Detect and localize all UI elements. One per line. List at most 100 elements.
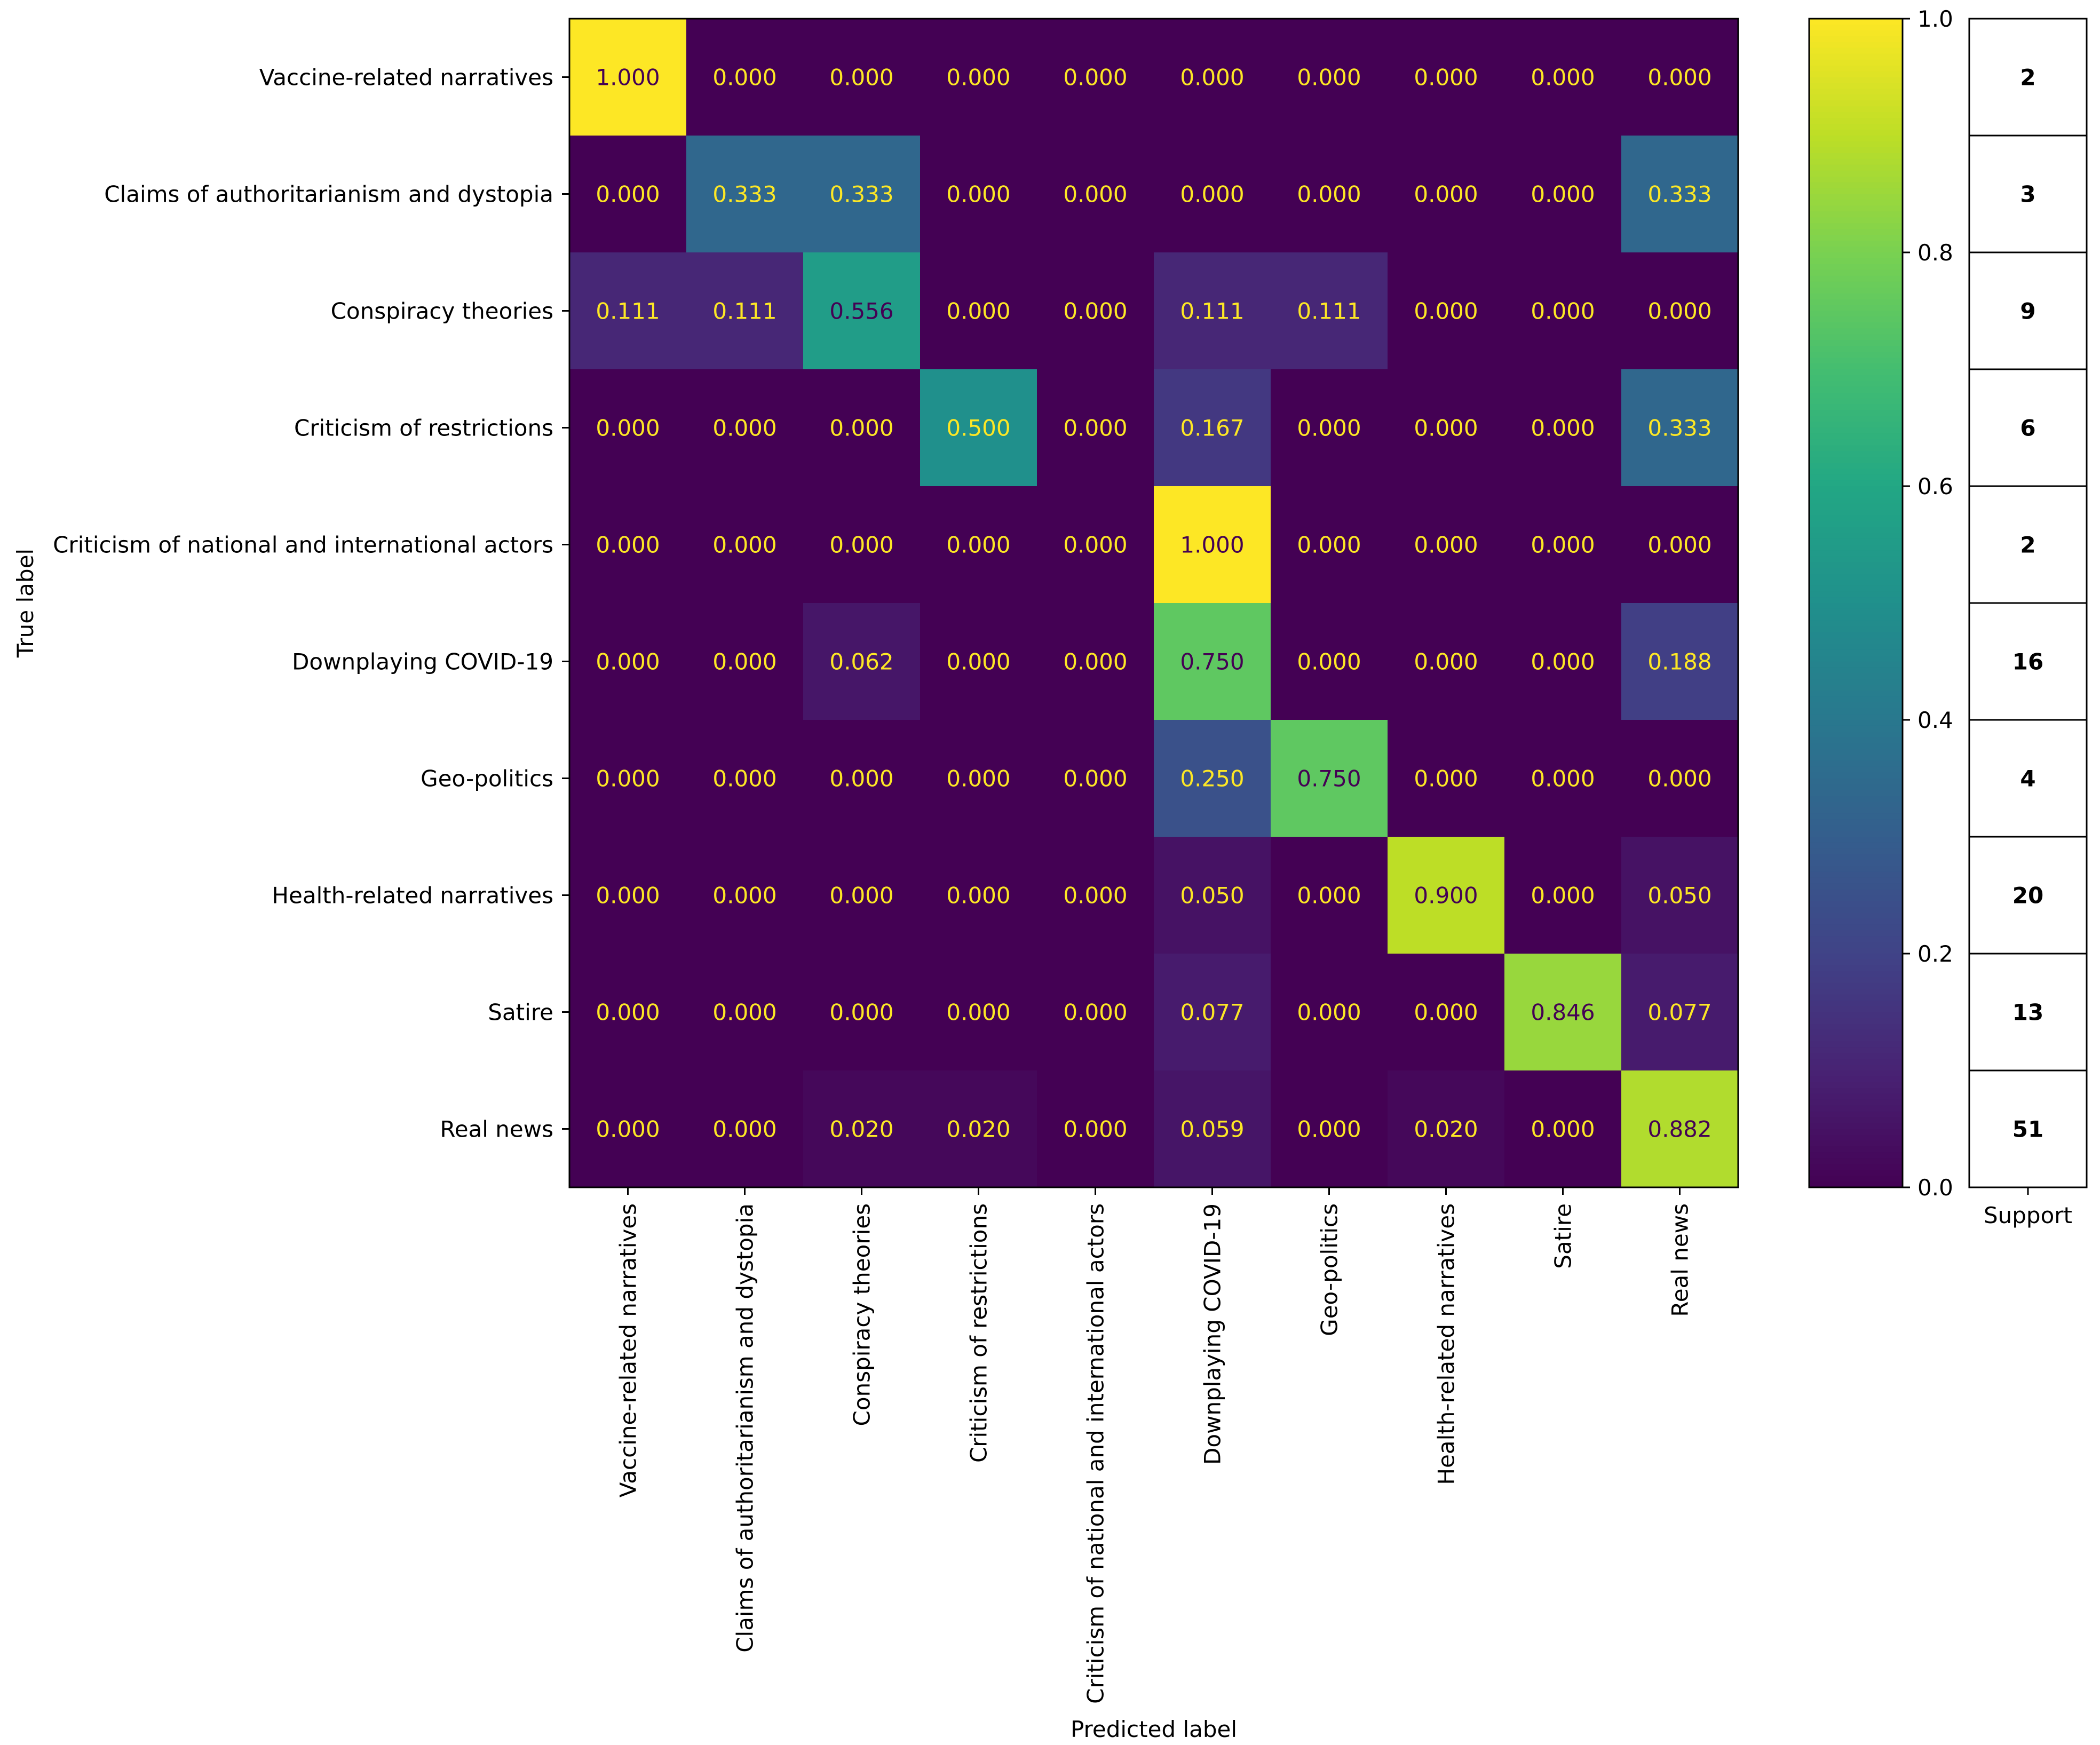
colorbar-segment — [1809, 580, 1903, 586]
colorbar-segment — [1809, 918, 1903, 925]
colorbar-segment — [1809, 936, 1903, 942]
colorbar-segment — [1809, 77, 1903, 84]
colorbar-segment — [1809, 860, 1903, 867]
colorbar-segment — [1809, 136, 1903, 142]
colorbar-segment — [1809, 954, 1903, 960]
cell-value-label: 0.000 — [946, 298, 1010, 324]
y-tick-label: Downplaying COVID-19 — [292, 649, 553, 675]
colorbar-segment — [1809, 510, 1903, 516]
colorbar-segment — [1809, 223, 1903, 229]
cell-value-label: 0.000 — [712, 65, 776, 91]
cell-value-label: 0.167 — [1180, 415, 1244, 441]
colorbar-segment — [1809, 369, 1903, 376]
colorbar-segment — [1809, 533, 1903, 540]
colorbar-segment — [1809, 1112, 1903, 1118]
x-tick-label: Criticism of national and international … — [1083, 1203, 1109, 1704]
confusion-matrix-chart: 1.000 0.000 0.000 0.000 0.000 0.000 0.000 0.000… — [0, 0, 2100, 1745]
cell-value-label: 0.050 — [1647, 883, 1711, 909]
colorbar-segment — [1809, 650, 1903, 656]
colorbar-segment — [1809, 732, 1903, 738]
cell-value-label: 0.750 — [1180, 649, 1244, 675]
colorbar-segment — [1809, 147, 1903, 154]
colorbar-segment — [1809, 515, 1903, 522]
cell-value-label: 0.059 — [1180, 1116, 1244, 1143]
cell-value-label: 0.000 — [1414, 766, 1478, 792]
cell-value-label: 0.000 — [712, 883, 776, 909]
y-tick-label: Real news — [440, 1116, 553, 1143]
colorbar-segment — [1809, 1140, 1903, 1147]
cell-value-label: 0.188 — [1647, 649, 1711, 675]
colorbar-segment — [1809, 252, 1903, 259]
cell-value-label: 0.000 — [1414, 65, 1478, 91]
y-tick-label: Vaccine-related narratives — [259, 65, 553, 91]
colorbar-segment — [1809, 924, 1903, 931]
colorbar-segment — [1809, 1012, 1903, 1019]
cell-value-label: 0.846 — [1531, 1000, 1595, 1026]
colorbar-tick-label: 1.0 — [1917, 6, 1953, 32]
cell-value-label: 0.000 — [712, 1116, 776, 1143]
colorbar-segment — [1809, 211, 1903, 218]
colorbar-segment — [1809, 112, 1903, 118]
colorbar-segment — [1809, 30, 1903, 37]
cell-value-label: 0.000 — [596, 532, 660, 558]
colorbar-segment — [1809, 790, 1903, 796]
colorbar-tick-label: 0.2 — [1917, 941, 1953, 967]
cell-value-label: 0.000 — [1297, 65, 1361, 91]
cell-value-label: 0.111 — [596, 298, 660, 324]
colorbar-segment — [1809, 1094, 1903, 1100]
cell-value-label: 1.000 — [1180, 532, 1244, 558]
colorbar-segment — [1809, 480, 1903, 487]
colorbar-segment — [1809, 305, 1903, 312]
colorbar-segment — [1809, 866, 1903, 872]
cell-value-label: 0.000 — [596, 766, 660, 792]
colorbar-segment — [1809, 930, 1903, 937]
x-tick-label: Claims of authoritarianism and dystopia — [732, 1203, 758, 1653]
cell-value-label: 0.750 — [1297, 766, 1361, 792]
colorbar-segment — [1809, 1158, 1903, 1164]
cell-value-label: 0.000 — [1531, 1116, 1595, 1143]
colorbar-segment — [1809, 1152, 1903, 1159]
colorbar-segment — [1809, 264, 1903, 271]
colorbar-segment — [1809, 66, 1903, 72]
colorbar-segment — [1809, 1082, 1903, 1089]
colorbar-segment — [1809, 1070, 1903, 1077]
cell-value-label: 0.000 — [712, 532, 776, 558]
cell-value-label: 0.000 — [712, 1000, 776, 1026]
colorbar-segment — [1809, 194, 1903, 201]
colorbar-segment — [1809, 352, 1903, 358]
cell-value-label: 0.000 — [829, 532, 893, 558]
colorbar-segment — [1809, 42, 1903, 49]
support-value: 13 — [2012, 1000, 2043, 1026]
colorbar-segment — [1809, 1117, 1903, 1124]
cell-value-label: 0.000 — [829, 1000, 893, 1026]
y-tick-label: Conspiracy theories — [331, 298, 553, 324]
cell-value-label: 0.000 — [1647, 766, 1711, 792]
cell-value-label: 0.111 — [1297, 298, 1361, 324]
colorbar-segment — [1809, 258, 1903, 265]
cell-value-label: 0.000 — [1297, 532, 1361, 558]
cell-value-label: 0.000 — [1297, 1000, 1361, 1026]
colorbar-segment — [1809, 837, 1903, 843]
cell-value-label: 0.000 — [946, 766, 1010, 792]
colorbar-segment — [1809, 574, 1903, 580]
colorbar-segment — [1809, 1065, 1903, 1071]
colorbar-segment — [1809, 404, 1903, 411]
cell-value-label: 0.000 — [1414, 298, 1478, 324]
cell-value-label: 0.000 — [596, 415, 660, 441]
colorbar-segment — [1809, 773, 1903, 779]
colorbar-segment — [1809, 884, 1903, 890]
colorbar-segment — [1809, 545, 1903, 551]
colorbar-segment — [1809, 358, 1903, 364]
colorbar-segment — [1809, 726, 1903, 732]
colorbar-segment — [1809, 334, 1903, 340]
colorbar-segment — [1809, 662, 1903, 668]
colorbar-segment — [1809, 638, 1903, 645]
colorbar-segment — [1809, 205, 1903, 212]
cell-value-label: 0.000 — [1414, 415, 1478, 441]
colorbar-segment — [1809, 1053, 1903, 1059]
cell-value-label: 0.000 — [829, 883, 893, 909]
support-value: 51 — [2012, 1116, 2043, 1143]
cell-value-label: 0.000 — [946, 65, 1010, 91]
colorbar-segment — [1809, 1176, 1903, 1182]
colorbar-segment — [1809, 504, 1903, 510]
